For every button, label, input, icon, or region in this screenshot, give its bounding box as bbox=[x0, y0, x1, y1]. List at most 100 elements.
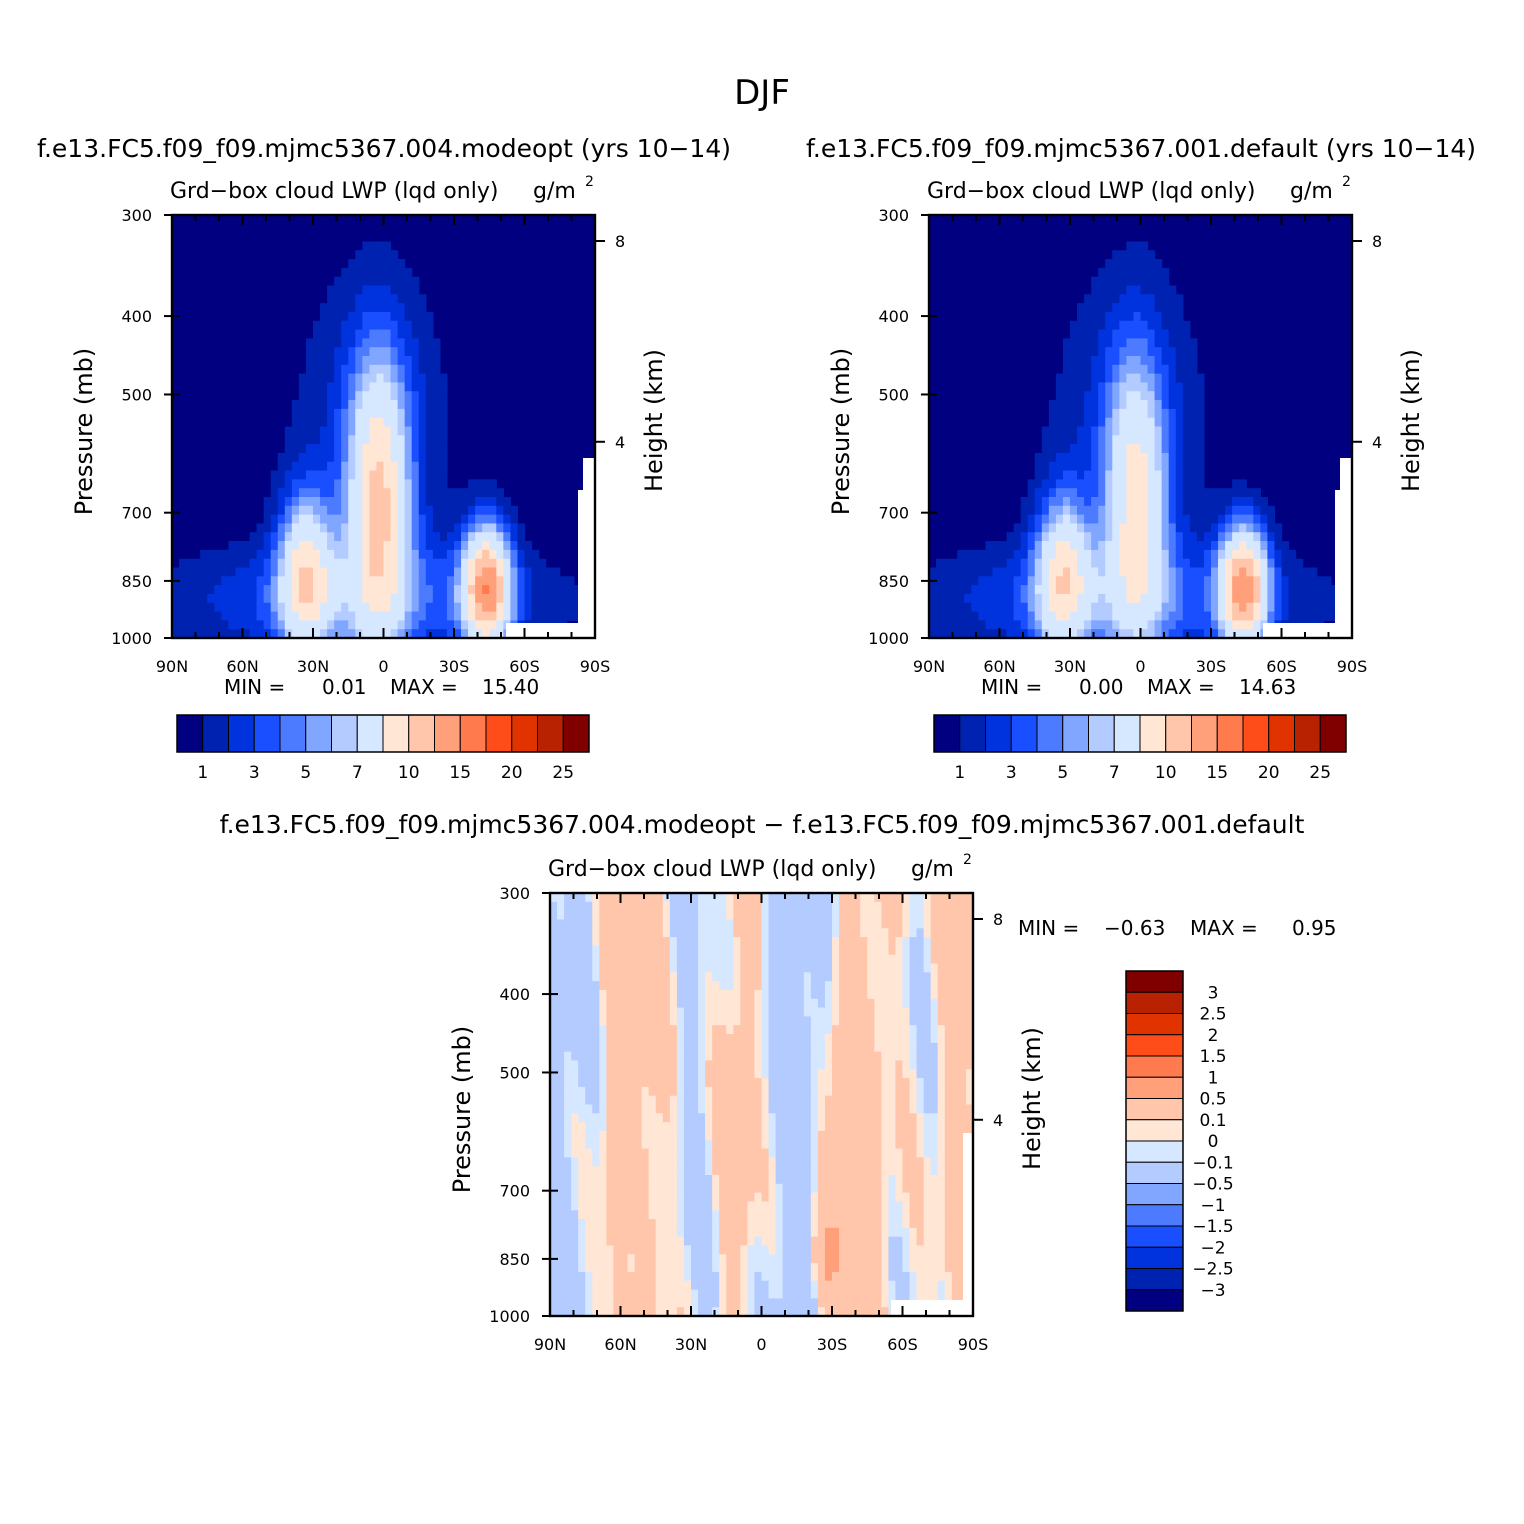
field-cell bbox=[585, 972, 593, 982]
field-cell bbox=[439, 452, 448, 463]
field-cell bbox=[193, 602, 201, 613]
field-cell bbox=[726, 1183, 734, 1194]
field-cell bbox=[592, 1192, 600, 1203]
field-cell bbox=[1147, 593, 1156, 604]
field-cell bbox=[390, 320, 399, 331]
field-cell bbox=[390, 452, 399, 463]
field-cell bbox=[550, 963, 558, 973]
field-cell bbox=[1070, 532, 1078, 542]
field-cell bbox=[606, 1298, 615, 1308]
field-cell bbox=[683, 963, 692, 973]
field-cell bbox=[853, 1175, 861, 1185]
field-cell bbox=[284, 558, 293, 569]
field-cell bbox=[369, 364, 378, 375]
field-cell bbox=[454, 567, 462, 577]
field-cell bbox=[249, 576, 258, 586]
field-cell bbox=[524, 593, 533, 604]
field-cell bbox=[768, 1201, 777, 1211]
field-cell bbox=[564, 1175, 572, 1185]
field-cell bbox=[383, 320, 392, 331]
field-cell bbox=[1147, 435, 1156, 445]
field-cell bbox=[1077, 400, 1085, 410]
field-cell bbox=[1091, 417, 1099, 428]
field-cell bbox=[747, 1095, 756, 1106]
field-cell bbox=[599, 1130, 607, 1141]
field-cell bbox=[754, 1060, 763, 1070]
field-cell bbox=[698, 1148, 706, 1158]
field-cell bbox=[775, 972, 784, 982]
field-cell bbox=[1048, 532, 1057, 542]
field-cell bbox=[634, 989, 643, 1000]
field-cell bbox=[571, 1298, 579, 1308]
field-cell bbox=[557, 1086, 565, 1097]
field-cell bbox=[305, 549, 314, 560]
field-cell bbox=[1239, 505, 1247, 516]
field-cell bbox=[228, 585, 237, 595]
field-cell bbox=[1168, 329, 1177, 339]
field-cell bbox=[376, 373, 385, 384]
field-cell bbox=[789, 1263, 798, 1273]
field-cell bbox=[383, 435, 392, 445]
field-cell bbox=[768, 1175, 777, 1185]
field-cell bbox=[669, 963, 678, 973]
field-cell bbox=[768, 928, 777, 938]
field-cell bbox=[712, 1113, 720, 1123]
field-cell bbox=[341, 267, 349, 278]
field-cell bbox=[719, 989, 727, 1000]
field-cell bbox=[796, 1060, 805, 1070]
field-cell bbox=[705, 1060, 713, 1070]
field-cell bbox=[390, 417, 399, 428]
field-cell bbox=[1196, 585, 1205, 595]
field-cell bbox=[1055, 470, 1064, 480]
field-cell bbox=[1112, 576, 1120, 586]
field-cell bbox=[620, 1086, 629, 1097]
field-cell bbox=[1189, 461, 1198, 472]
field-cell bbox=[796, 1307, 805, 1317]
field-cell bbox=[369, 276, 378, 287]
field-cell bbox=[606, 1166, 615, 1176]
field-cell bbox=[789, 1201, 798, 1211]
field-cell bbox=[571, 1034, 579, 1044]
field-cell bbox=[524, 611, 533, 621]
field-cell bbox=[768, 1271, 777, 1282]
field-cell bbox=[627, 1201, 636, 1211]
field-cell bbox=[648, 1095, 657, 1106]
field-cell bbox=[1196, 426, 1205, 436]
field-cell bbox=[355, 479, 363, 489]
field-cell bbox=[1182, 505, 1191, 516]
field-cell bbox=[355, 602, 363, 613]
field-cell bbox=[1062, 497, 1071, 507]
field-cell bbox=[1105, 311, 1113, 322]
units-label: g/m bbox=[911, 857, 954, 882]
field-cell bbox=[634, 981, 643, 991]
max-value: 15.40 bbox=[482, 675, 539, 699]
field-cell bbox=[1077, 470, 1085, 480]
field-cell bbox=[557, 1113, 565, 1123]
field-cell bbox=[796, 954, 805, 965]
field-cell bbox=[817, 1263, 826, 1273]
field-cell bbox=[613, 954, 622, 965]
field-cell bbox=[860, 1104, 868, 1114]
field-cell bbox=[683, 1236, 692, 1247]
units-label: g/m bbox=[1290, 179, 1333, 204]
field-cell bbox=[1091, 497, 1099, 507]
field-cell bbox=[1062, 541, 1071, 551]
field-cell bbox=[320, 364, 328, 375]
field-cell bbox=[585, 1095, 593, 1106]
field-cell bbox=[242, 585, 251, 595]
field-cell bbox=[291, 549, 300, 560]
field-cell bbox=[404, 417, 413, 428]
field-cell bbox=[592, 1113, 600, 1123]
field-cell bbox=[489, 488, 497, 498]
field-cell bbox=[1288, 602, 1297, 613]
field-cell bbox=[1133, 549, 1142, 560]
field-cell bbox=[992, 602, 1001, 613]
field-cell bbox=[313, 567, 321, 577]
field-cell bbox=[733, 1069, 741, 1079]
field-cell bbox=[369, 311, 378, 322]
field-cell bbox=[676, 954, 685, 965]
field-cell bbox=[683, 1042, 692, 1053]
field-cell bbox=[789, 910, 798, 921]
field-cell bbox=[313, 620, 321, 630]
colorbar-box bbox=[1062, 714, 1089, 753]
